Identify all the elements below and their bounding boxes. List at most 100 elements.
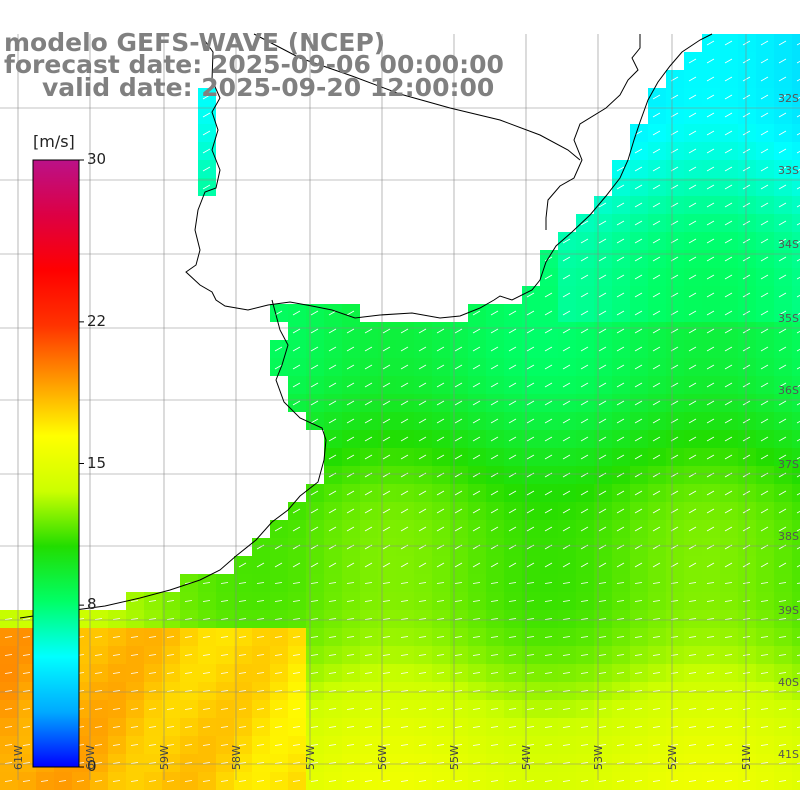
wind-arrow bbox=[238, 582, 247, 584]
wind-arrow bbox=[742, 76, 751, 82]
wind-arrow bbox=[328, 472, 337, 478]
wind-arrow bbox=[634, 454, 643, 460]
wind-arrow bbox=[22, 708, 31, 710]
wind-arrow bbox=[202, 762, 211, 764]
wind-arrow bbox=[256, 780, 265, 782]
wind-arrow bbox=[760, 618, 769, 620]
wind-arrow bbox=[4, 690, 13, 692]
wind-arrow bbox=[760, 112, 769, 118]
wind-arrow bbox=[526, 382, 535, 388]
wind-arrow bbox=[400, 690, 409, 692]
wind-arrow bbox=[598, 780, 607, 782]
wind-arrow bbox=[580, 526, 589, 532]
wind-arrow bbox=[706, 780, 715, 782]
wind-arrow bbox=[724, 166, 733, 172]
wind-arrow bbox=[4, 672, 13, 674]
wind-arrow bbox=[418, 744, 427, 746]
wind-arrow bbox=[634, 582, 643, 584]
wind-arrow bbox=[346, 618, 355, 620]
wind-arrow bbox=[796, 204, 800, 208]
wind-arrow bbox=[616, 690, 625, 692]
wind-arrow bbox=[472, 364, 481, 370]
wind-arrow bbox=[796, 258, 800, 262]
wind-arrow bbox=[706, 310, 715, 316]
wind-arrow bbox=[454, 382, 463, 388]
wind-arrow bbox=[778, 418, 787, 424]
wind-cell bbox=[792, 574, 800, 592]
wind-arrow bbox=[706, 726, 715, 728]
wind-arrow bbox=[400, 672, 409, 674]
wind-arrow bbox=[310, 562, 319, 568]
wind-arrow bbox=[418, 454, 427, 460]
colorbar-tick-label: 0 bbox=[87, 757, 97, 775]
wind-arrow bbox=[148, 780, 157, 782]
wind-arrow bbox=[454, 636, 463, 638]
wind-arrow bbox=[706, 600, 715, 602]
wind-arrow bbox=[616, 744, 625, 746]
wind-arrow bbox=[706, 636, 715, 638]
wind-arrow bbox=[760, 166, 769, 172]
wind-arrow bbox=[580, 562, 589, 568]
wind-arrow bbox=[382, 364, 391, 370]
wind-arrow bbox=[724, 454, 733, 460]
wind-arrow bbox=[616, 544, 625, 550]
wind-arrow bbox=[166, 654, 175, 656]
wind-arrow bbox=[274, 744, 283, 746]
wind-arrow bbox=[436, 672, 445, 674]
wind-arrow bbox=[418, 490, 427, 496]
wind-arrow bbox=[724, 76, 733, 82]
wind-arrow bbox=[400, 346, 409, 352]
wind-arrow bbox=[580, 672, 589, 674]
wind-cell bbox=[792, 610, 800, 628]
wind-arrow bbox=[436, 400, 445, 406]
wind-cell bbox=[792, 502, 800, 520]
wind-arrow bbox=[256, 672, 265, 674]
wind-arrow bbox=[274, 690, 283, 692]
wind-arrow bbox=[418, 636, 427, 638]
wind-arrow bbox=[58, 780, 67, 782]
wind-arrow bbox=[706, 274, 715, 280]
wind-arrow bbox=[202, 672, 211, 674]
wind-arrow bbox=[490, 762, 499, 764]
wind-arrow bbox=[616, 582, 625, 584]
wind-arrow bbox=[346, 400, 355, 406]
wind-arrow bbox=[184, 636, 193, 638]
wind-arrow bbox=[760, 762, 769, 764]
wind-arrow bbox=[400, 600, 409, 602]
wind-arrow bbox=[310, 400, 319, 406]
wind-arrow bbox=[202, 600, 211, 602]
wind-arrow bbox=[598, 744, 607, 746]
wind-arrow bbox=[364, 346, 373, 352]
wind-arrow bbox=[742, 544, 751, 550]
wind-arrow bbox=[562, 618, 571, 620]
wind-arrow bbox=[346, 726, 355, 728]
wind-arrow bbox=[292, 654, 301, 656]
wind-arrow bbox=[454, 436, 463, 442]
wind-arrow bbox=[400, 636, 409, 638]
wind-arrow bbox=[400, 400, 409, 406]
wind-arrow bbox=[742, 184, 751, 190]
wind-arrow bbox=[688, 526, 697, 532]
wind-arrow bbox=[706, 76, 715, 82]
wind-arrow bbox=[526, 636, 535, 638]
wind-arrow bbox=[382, 508, 391, 514]
wind-arrow bbox=[742, 292, 751, 298]
wind-arrow bbox=[526, 672, 535, 674]
wind-arrow bbox=[742, 562, 751, 568]
longitude-label: 61W bbox=[12, 745, 25, 770]
wind-arrow bbox=[760, 418, 769, 424]
wind-arrow bbox=[760, 526, 769, 532]
wind-arrow bbox=[436, 562, 445, 568]
wind-arrow bbox=[760, 274, 769, 280]
wind-arrow bbox=[688, 508, 697, 514]
wind-arrow bbox=[724, 94, 733, 100]
wind-arrow bbox=[544, 490, 553, 496]
wind-arrow bbox=[688, 220, 697, 226]
wind-arrow bbox=[706, 508, 715, 514]
wind-arrow bbox=[778, 454, 787, 460]
wind-arrow bbox=[364, 418, 373, 424]
wind-arrow bbox=[778, 310, 787, 316]
wind-arrow bbox=[688, 690, 697, 692]
wind-arrow bbox=[490, 382, 499, 388]
wind-arrow bbox=[598, 654, 607, 656]
